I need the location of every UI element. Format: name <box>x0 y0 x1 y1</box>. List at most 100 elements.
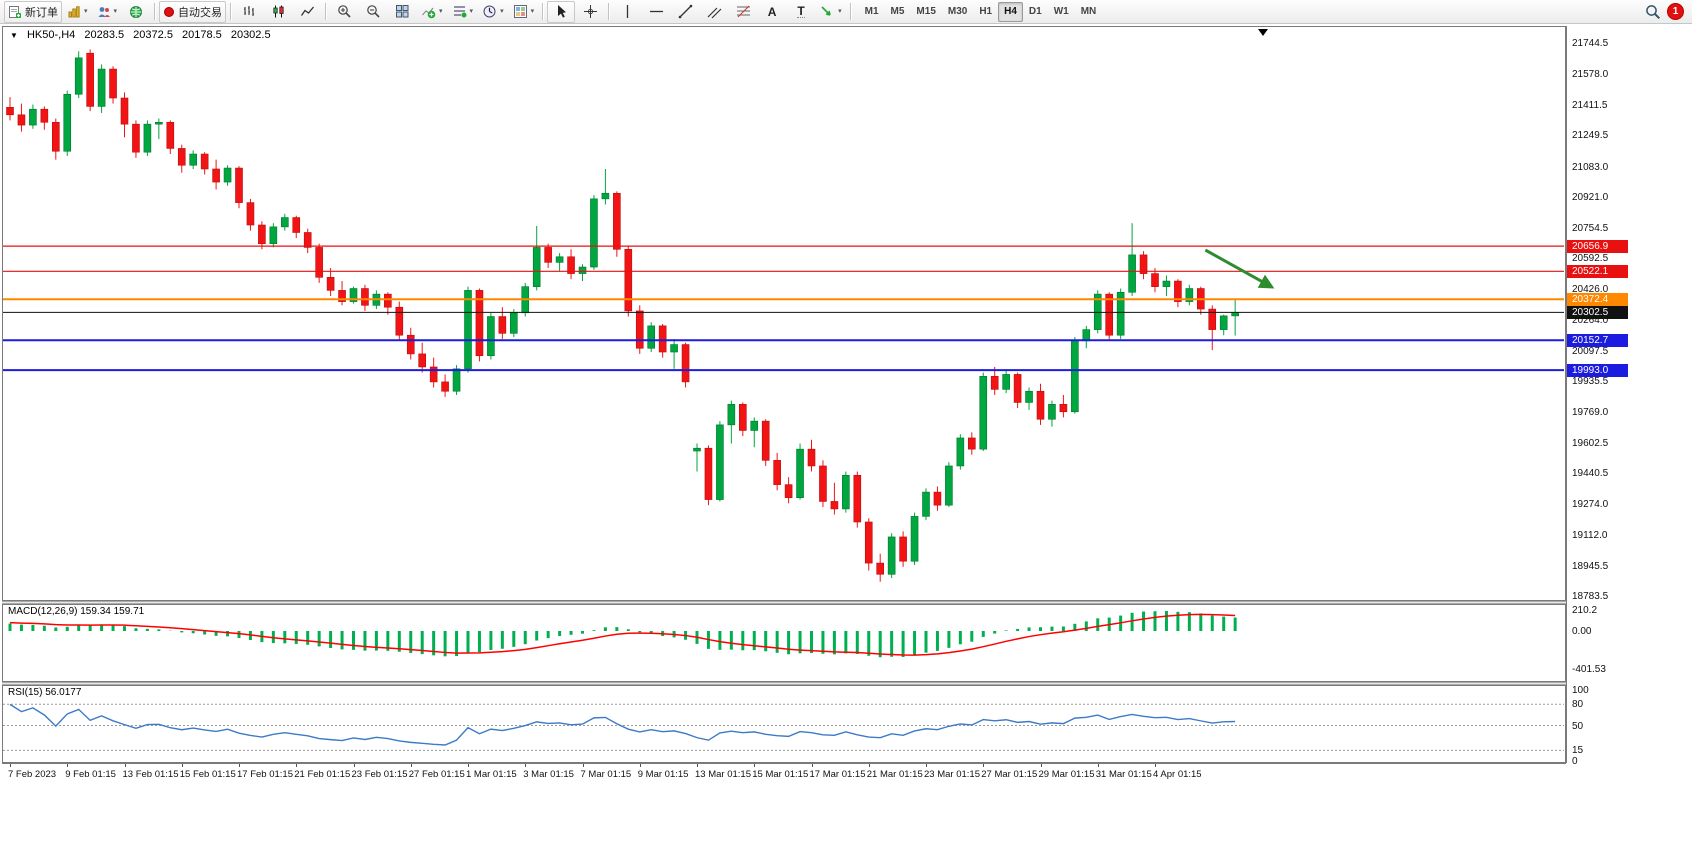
candle-body <box>990 376 999 390</box>
candle-body <box>693 447 701 452</box>
timeframe-button-MN[interactable]: MN <box>1080 5 1097 17</box>
candle-body <box>326 277 335 291</box>
macd-signal-line <box>9 613 1236 656</box>
rsi-label: RSI(15) 56.0177 <box>8 687 82 698</box>
timeframe-button-H4[interactable]: H4 <box>998 1 1023 22</box>
indicators-button[interactable]: ▾ <box>417 1 447 23</box>
timeframe-button-W1[interactable]: W1 <box>1053 5 1069 17</box>
candle-body <box>189 153 197 166</box>
indicator-list-button[interactable]: ▾ <box>448 1 478 23</box>
timeframe-button-H1[interactable]: H1 <box>979 5 993 17</box>
timeframe-button-D1[interactable]: D1 <box>1028 5 1042 17</box>
candle-body <box>292 217 301 233</box>
time-tick <box>353 764 355 767</box>
line-chart-button[interactable] <box>293 1 321 23</box>
label-button[interactable]: T <box>787 1 815 23</box>
arrows-caret-icon: ▾ <box>838 8 842 15</box>
cursor-button[interactable] <box>547 0 576 23</box>
chart-shift-marker-icon[interactable] <box>1258 29 1268 36</box>
bar-chart-button[interactable] <box>235 1 263 23</box>
candle-body <box>670 344 678 353</box>
indicators-icon <box>422 7 436 19</box>
horizontal-line-button[interactable] <box>642 1 670 23</box>
time-tick-label: 7 Mar 01:15 <box>580 769 632 780</box>
macd-indicator-canvas[interactable] <box>2 604 1566 682</box>
price-level-tag: 20302.5 <box>1567 305 1628 319</box>
candle-body <box>567 256 575 274</box>
candle-body <box>429 366 438 383</box>
vertical-line-button[interactable] <box>613 1 641 23</box>
notifications-badge[interactable]: 1 <box>1667 3 1684 20</box>
chart-objects-marker-icon: ▼ <box>10 31 18 40</box>
price-tick-label: 18945.5 <box>1572 560 1609 572</box>
candlestick-chart-button[interactable] <box>264 1 292 23</box>
candle-body <box>864 521 873 564</box>
price-scale[interactable] <box>1566 26 1692 763</box>
channel-button[interactable] <box>700 1 728 23</box>
price-tick-label: 21249.5 <box>1572 130 1609 142</box>
candle-body <box>1116 291 1125 336</box>
candle-body <box>246 202 255 226</box>
time-tick-label: 23 Feb 01:15 <box>351 769 408 780</box>
toolbar-separator <box>849 3 851 20</box>
time-tick <box>1097 764 1099 767</box>
time-tick-label: 31 Mar 01:15 <box>1095 769 1152 780</box>
market-watch-button[interactable] <box>122 1 150 23</box>
profiles-caret-icon: ▾ <box>113 8 118 15</box>
crosshair-button[interactable] <box>576 1 604 23</box>
candle-body <box>29 108 37 126</box>
periods-button[interactable]: ▾ <box>478 1 508 23</box>
rsi-scale-label: 0 <box>1572 756 1578 767</box>
candle-body <box>945 465 953 506</box>
new-chart-button[interactable]: ▾ <box>63 1 92 23</box>
fibonacci-icon <box>736 5 750 18</box>
tile-windows-button[interactable] <box>388 1 416 23</box>
timeframe-button-M1[interactable]: M1 <box>864 5 879 17</box>
candle-body <box>63 93 72 152</box>
new-order-button[interactable]: 新订单 <box>4 0 62 23</box>
profiles-icon <box>98 6 110 17</box>
panel-splitter[interactable] <box>2 601 1566 604</box>
arrows-button[interactable]: ▾ <box>816 1 846 23</box>
profiles-button[interactable]: ▾ <box>93 1 122 23</box>
main-toolbar: 新订单 ▾ ▾ <box>0 0 1692 24</box>
autotrading-status-icon <box>164 6 175 17</box>
autotrading-button[interactable]: 自动交易 <box>159 0 227 23</box>
candle-body <box>258 224 266 244</box>
candle-body <box>132 123 140 153</box>
price-tick-label: 20097.5 <box>1572 345 1609 357</box>
candle-body <box>1208 308 1217 330</box>
price-chart-canvas[interactable] <box>2 26 1566 601</box>
toolbar-separator <box>230 3 232 20</box>
time-tick <box>1155 764 1156 767</box>
indicator-list-icon <box>453 6 467 18</box>
candle-body <box>212 168 220 183</box>
timeframe-button-M30[interactable]: M30 <box>947 5 968 17</box>
green-arrow-annotation[interactable] <box>1204 248 1275 289</box>
timeframe-button-M5[interactable]: M5 <box>890 5 905 17</box>
zoom-out-button[interactable] <box>359 1 387 23</box>
rsi-indicator-canvas[interactable] <box>2 685 1566 763</box>
candle-body <box>819 465 827 502</box>
candle-body <box>1139 254 1148 274</box>
cursor-icon <box>557 5 566 18</box>
macd-scale-label: 210.2 <box>1572 605 1598 616</box>
panel-splitter[interactable] <box>2 682 1566 685</box>
time-tick <box>1040 764 1042 767</box>
candle-body <box>1059 404 1068 413</box>
periods-caret-icon: ▾ <box>500 8 504 15</box>
timeframe-button-M15[interactable]: M15 <box>916 5 936 17</box>
candle-body <box>86 52 94 107</box>
trendline-button[interactable] <box>671 1 699 23</box>
zoom-in-button[interactable] <box>330 1 358 23</box>
candlestick-chart-icon <box>272 5 284 18</box>
candle-body <box>1002 374 1010 390</box>
candle-body <box>876 562 885 575</box>
fibonacci-button[interactable] <box>729 1 757 23</box>
search-icon[interactable] <box>1645 4 1661 20</box>
text-button[interactable]: A <box>758 1 786 23</box>
candle-body <box>761 420 770 461</box>
time-tick <box>67 764 69 767</box>
time-scale[interactable]: 7 Feb 2023 9 Feb 01:15 13 Feb 01:15 15 Feb … <box>2 763 1566 783</box>
templates-button[interactable]: ▾ <box>509 1 539 23</box>
